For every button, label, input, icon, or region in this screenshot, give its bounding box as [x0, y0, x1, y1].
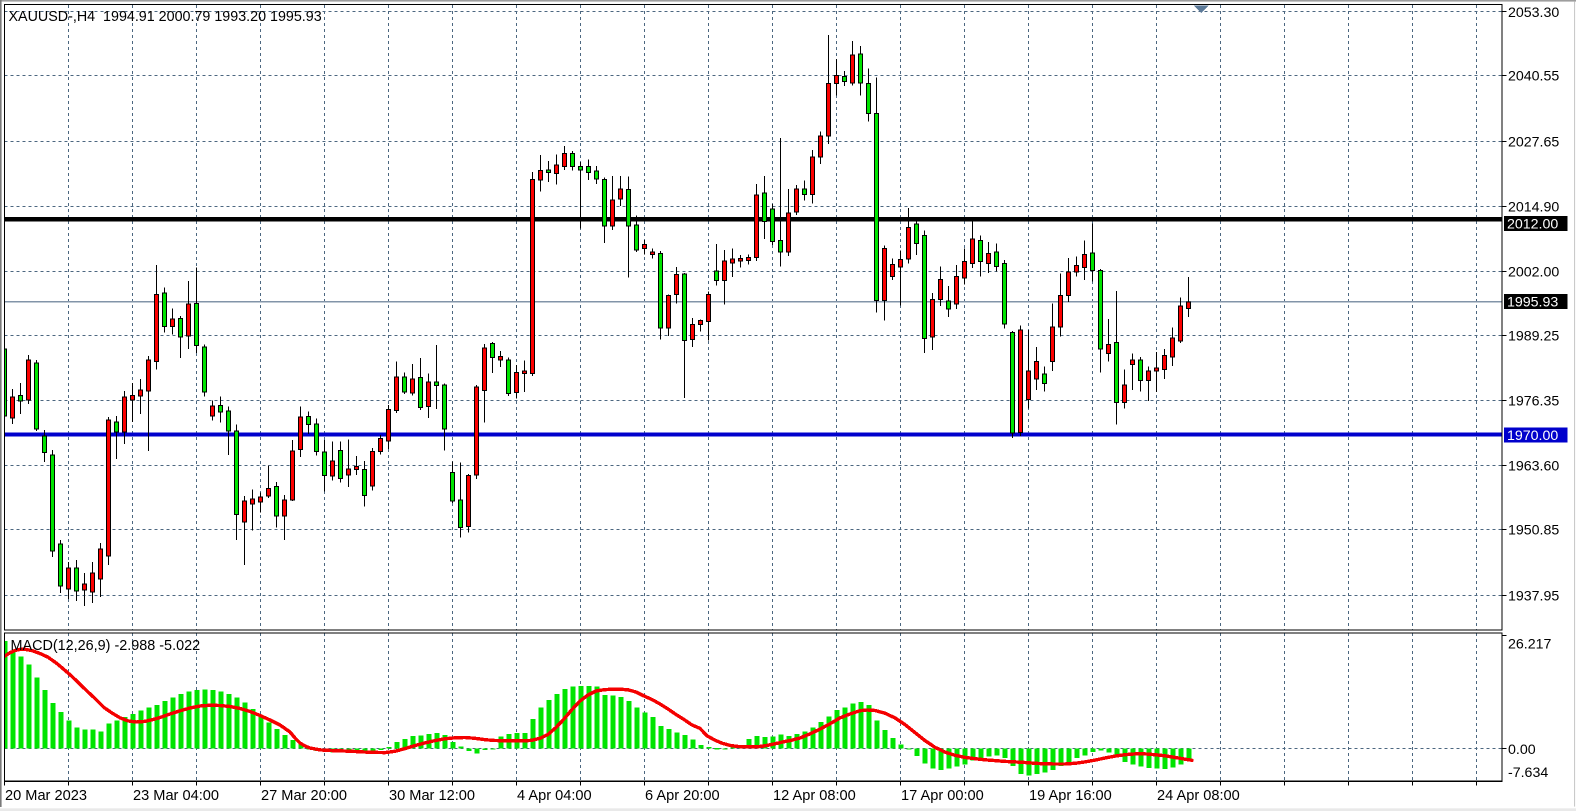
svg-text:17 Apr 00:00: 17 Apr 00:00 — [901, 788, 984, 804]
svg-text:1970.00: 1970.00 — [1507, 428, 1558, 444]
svg-text:-7.634: -7.634 — [1508, 765, 1548, 781]
svg-text:6 Apr 20:00: 6 Apr 20:00 — [645, 788, 720, 804]
svg-text:19 Apr 16:00: 19 Apr 16:00 — [1029, 788, 1112, 804]
svg-text:1989.25: 1989.25 — [1508, 329, 1559, 345]
svg-text:2040.55: 2040.55 — [1508, 69, 1559, 85]
svg-text:2027.65: 2027.65 — [1508, 135, 1559, 151]
svg-text:MACD(12,26,9) -2.988 -5.022: MACD(12,26,9) -2.988 -5.022 — [11, 638, 201, 654]
svg-text:0.00: 0.00 — [1508, 742, 1536, 758]
svg-text:1976.35: 1976.35 — [1508, 394, 1559, 410]
svg-text:1937.95: 1937.95 — [1508, 589, 1559, 605]
svg-text:2012.00: 2012.00 — [1507, 216, 1558, 232]
svg-text:24 Apr 08:00: 24 Apr 08:00 — [1157, 788, 1240, 804]
svg-text:26.217: 26.217 — [1508, 637, 1552, 653]
svg-text:1995.93: 1995.93 — [1507, 294, 1558, 310]
svg-text:30 Mar 12:00: 30 Mar 12:00 — [389, 788, 475, 804]
svg-text:4 Apr 04:00: 4 Apr 04:00 — [517, 788, 592, 804]
svg-text:XAUUSD-,H4 1994.91 2000.79 19: XAUUSD-,H4 1994.91 2000.79 1993.20 1995.… — [9, 9, 322, 25]
svg-text:23 Mar 04:00: 23 Mar 04:00 — [133, 788, 219, 804]
svg-text:20 Mar 2023: 20 Mar 2023 — [5, 788, 87, 804]
svg-text:2002.00: 2002.00 — [1508, 265, 1559, 281]
svg-text:1963.60: 1963.60 — [1508, 459, 1559, 475]
svg-text:2014.90: 2014.90 — [1508, 200, 1559, 216]
svg-text:1950.85: 1950.85 — [1508, 523, 1559, 539]
svg-text:27 Mar 20:00: 27 Mar 20:00 — [261, 788, 347, 804]
svg-text:12 Apr 08:00: 12 Apr 08:00 — [773, 788, 856, 804]
svg-text:2053.30: 2053.30 — [1508, 5, 1559, 21]
